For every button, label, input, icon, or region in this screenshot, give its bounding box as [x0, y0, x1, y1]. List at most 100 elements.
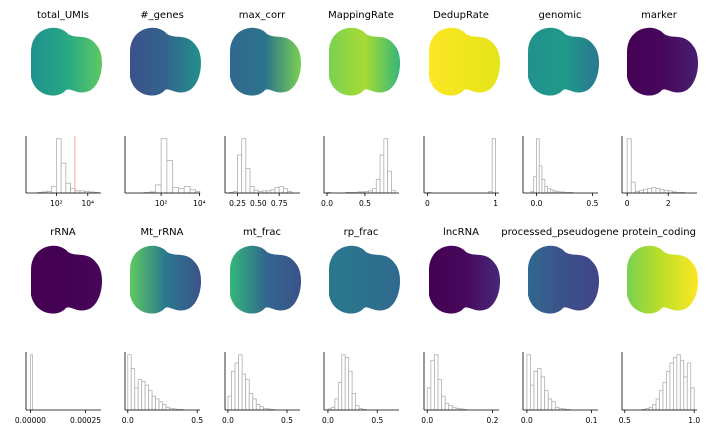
histogram-bar: [245, 168, 251, 194]
histogram-bar: [355, 405, 360, 411]
x-tick-label: 2: [666, 199, 671, 208]
histogram-bar: [441, 395, 446, 411]
x-tick-label: 0.50: [250, 199, 267, 208]
histogram-bar: [334, 398, 339, 411]
embedding-thumbnail: [230, 245, 302, 314]
x-tick-label: 0.5: [281, 416, 293, 425]
histogram-bar: [666, 370, 671, 411]
embedding-thumbnail: [329, 245, 401, 314]
histogram-bar: [253, 189, 259, 194]
histogram-bar: [278, 186, 284, 194]
histogram-bar: [541, 179, 546, 194]
histogram-bar: [551, 401, 556, 411]
histogram-bar: [144, 384, 150, 411]
histogram-bar: [245, 379, 250, 411]
x-tick-label: 0.5: [586, 199, 598, 208]
histogram-bar: [151, 395, 156, 411]
x-tick-label: 1.0: [688, 416, 700, 425]
histogram-bar: [165, 406, 170, 411]
embedding-thumbnail: [429, 27, 501, 96]
histogram-bar: [530, 384, 535, 411]
histogram-bar: [434, 354, 439, 411]
histogram-bar: [331, 406, 336, 411]
histogram-bar: [351, 393, 356, 411]
x-tick-label: 0.5: [371, 416, 383, 425]
x-tick-label: 10⁴: [81, 199, 94, 208]
panel-title: DedupRate: [433, 10, 489, 21]
embedding-thumbnail: [528, 27, 600, 96]
histogram-bar: [662, 381, 667, 411]
panel-title: marker: [641, 10, 678, 21]
histogram-bar: [148, 390, 153, 411]
histogram-bar: [672, 357, 678, 411]
histogram-bar: [448, 405, 453, 411]
histogram-bar: [134, 387, 139, 411]
x-tick-label: 0.0: [521, 416, 533, 425]
histogram-bar: [430, 359, 435, 411]
histogram-bar: [274, 187, 280, 194]
histogram-bar: [137, 379, 143, 411]
histogram-bar: [348, 370, 353, 411]
histogram-bar: [172, 187, 179, 194]
x-tick-label: 0.0: [421, 416, 433, 425]
histogram-bar: [60, 162, 67, 194]
panel-title: #_genes: [140, 10, 184, 21]
histogram-bar: [544, 390, 549, 411]
x-tick-label: 0: [425, 199, 430, 208]
histogram-bar: [630, 181, 636, 194]
embedding-thumbnail: [31, 245, 103, 314]
panel-title: protein_coding: [622, 227, 696, 238]
panel-title: mt_frac: [243, 227, 281, 238]
histogram-bar: [659, 189, 665, 194]
histogram-bar: [259, 406, 264, 411]
embedding-thumbnail: [627, 245, 699, 314]
histogram-bar: [538, 165, 543, 194]
histogram-bar: [344, 357, 350, 411]
histogram-bar: [659, 390, 664, 411]
histogram-bar: [141, 380, 146, 411]
embedding-thumbnail: [329, 27, 401, 96]
x-tick-label: 10²: [155, 199, 168, 208]
histogram-bar: [158, 401, 163, 411]
histogram-bar: [526, 354, 531, 411]
histogram-bar: [544, 186, 549, 194]
histogram-bar: [554, 406, 560, 411]
histogram-bar: [444, 402, 450, 411]
histogram-bar: [183, 186, 191, 194]
x-tick-label: 10⁴: [193, 199, 206, 208]
histogram-bar: [676, 354, 681, 411]
histogram-bar: [647, 188, 653, 194]
histogram-bar: [341, 354, 346, 411]
histogram-bar: [155, 398, 160, 411]
histogram-bar: [537, 368, 542, 411]
histogram-bar: [252, 398, 257, 411]
histogram-bar: [127, 354, 132, 411]
x-tick-label: 0.1: [586, 416, 598, 425]
embedding-thumbnail: [230, 27, 302, 96]
histogram-bar: [643, 188, 649, 194]
histogram-bar: [536, 138, 540, 194]
histogram-bar: [648, 406, 653, 411]
panel-title: total_UMIs: [37, 10, 89, 21]
histogram-bar: [249, 186, 255, 194]
x-tick-label: 1: [493, 199, 498, 208]
histogram-bar: [130, 368, 136, 411]
histogram-bar: [237, 154, 243, 194]
x-tick-label: 0.0: [321, 199, 333, 208]
histogram-bar: [540, 376, 546, 411]
histogram-bar: [241, 373, 247, 411]
histogram-bar: [550, 189, 554, 194]
panel-title: rRNA: [50, 227, 76, 238]
x-tick-label: 0.0: [322, 416, 334, 425]
histogram-bar: [238, 354, 243, 411]
histogram-bar: [533, 176, 537, 194]
histogram-bar: [387, 170, 392, 194]
x-tick-label: 0.75: [271, 199, 288, 208]
x-tick-label: 0.0: [222, 416, 234, 425]
histogram-bar: [626, 138, 632, 194]
histogram-bar: [231, 370, 236, 411]
histogram-bar: [491, 138, 496, 194]
embedding-thumbnail: [31, 27, 103, 96]
x-tick-label: 0.5: [359, 199, 371, 208]
histogram-bar: [56, 138, 62, 194]
